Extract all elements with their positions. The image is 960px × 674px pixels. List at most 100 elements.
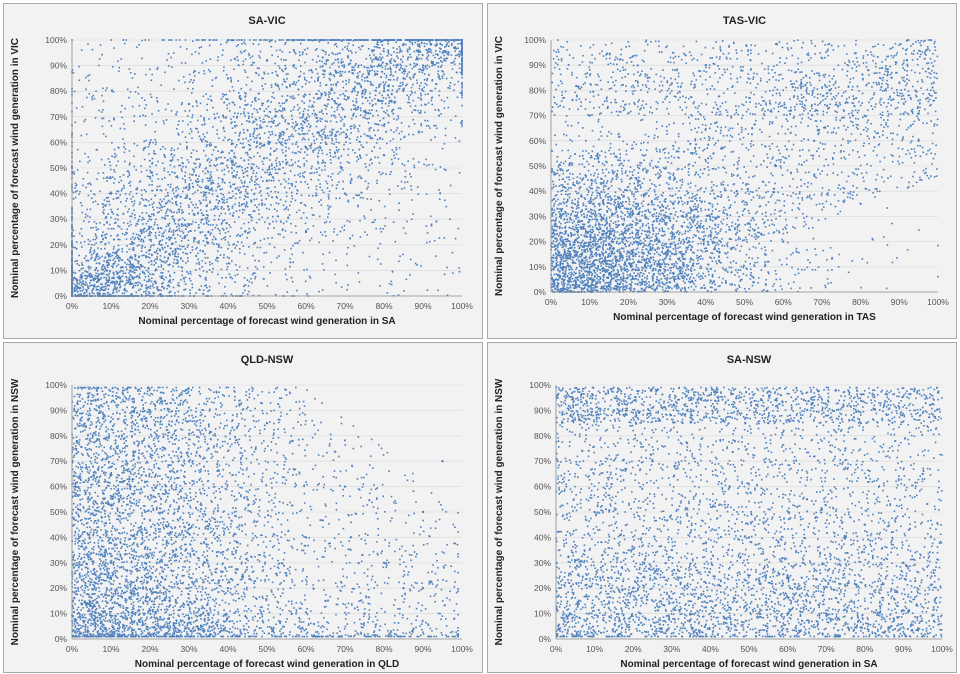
- scatter-point: [169, 209, 172, 212]
- scatter-point: [123, 151, 126, 154]
- scatter-point: [443, 143, 446, 145]
- scatter-point: [210, 176, 213, 179]
- scatter-point: [417, 109, 420, 112]
- scatter-point: [178, 134, 180, 136]
- scatter-point: [106, 180, 108, 182]
- scatter-point: [271, 54, 273, 57]
- scatter-point: [298, 59, 300, 62]
- scatter-point: [170, 39, 173, 41]
- scatter-point: [133, 155, 135, 158]
- scatter-point: [122, 280, 124, 283]
- scatter-point: [268, 116, 270, 118]
- scatter-point: [387, 51, 389, 53]
- scatter-point: [167, 214, 169, 217]
- scatter-point: [461, 96, 463, 99]
- scatter-point: [404, 70, 407, 73]
- scatter-point: [190, 230, 192, 232]
- scatter-point: [218, 116, 220, 119]
- scatter-point: [338, 149, 340, 151]
- scatter-point: [97, 172, 100, 175]
- scatter-point: [119, 238, 121, 241]
- scatter-point: [425, 125, 428, 127]
- scatter-point: [304, 222, 307, 225]
- scatter-point: [270, 126, 272, 128]
- scatter-point: [310, 178, 312, 181]
- scatter-point: [173, 271, 176, 274]
- scatter-point: [376, 182, 378, 185]
- scatter-point: [134, 282, 136, 284]
- scatter-point: [413, 164, 415, 167]
- scatter-point: [316, 93, 318, 95]
- scatter-point: [310, 144, 312, 147]
- scatter-point: [378, 86, 380, 88]
- scatter-point: [383, 84, 385, 87]
- scatter-point: [117, 271, 120, 274]
- scatter-point: [374, 72, 377, 75]
- scatter-point: [206, 204, 208, 206]
- scatter-point: [324, 165, 326, 167]
- scatter-point: [222, 127, 225, 130]
- scatter-point: [237, 189, 240, 191]
- scatter-point: [233, 169, 235, 172]
- scatter-point: [187, 239, 190, 242]
- scatter-point: [330, 89, 332, 91]
- scatter-point: [445, 50, 447, 53]
- scatter-point: [111, 155, 113, 158]
- scatter-point: [308, 129, 310, 132]
- scatter-point: [438, 94, 440, 97]
- scatter-point: [193, 70, 196, 72]
- scatter-point: [142, 271, 144, 274]
- scatter-point: [172, 188, 175, 190]
- scatter-point: [359, 236, 362, 238]
- scatter-point: [78, 264, 80, 267]
- scatter-point: [79, 202, 82, 204]
- scatter-point: [384, 102, 387, 105]
- scatter-point: [141, 270, 144, 273]
- scatter-point: [366, 80, 369, 82]
- scatter-point: [461, 120, 463, 122]
- scatter-point: [447, 106, 450, 109]
- scatter-point: [331, 173, 334, 175]
- scatter-point: [397, 185, 399, 187]
- scatter-point: [243, 209, 246, 211]
- scatter-point: [191, 182, 194, 185]
- scatter-point: [150, 219, 153, 221]
- scatter-point: [129, 263, 132, 265]
- scatter-point: [414, 39, 417, 41]
- scatter-point: [220, 207, 223, 210]
- scatter-point: [145, 256, 147, 258]
- scatter-point: [303, 163, 306, 165]
- scatter-point: [287, 72, 289, 75]
- scatter-point: [252, 294, 254, 297]
- scatter-point: [223, 168, 226, 171]
- scatter-point: [282, 134, 285, 136]
- scatter-point: [200, 219, 203, 221]
- scatter-point: [203, 223, 205, 225]
- scatter-point: [282, 151, 284, 154]
- scatter-point: [72, 198, 75, 200]
- scatter-point: [220, 223, 223, 225]
- scatter-point: [376, 40, 379, 42]
- scatter-point: [371, 221, 374, 224]
- scatter-point: [366, 69, 369, 72]
- scatter-point: [80, 228, 83, 230]
- scatter-point: [404, 135, 406, 138]
- scatter-point: [379, 119, 381, 122]
- scatter-point: [72, 72, 75, 74]
- scatter-point: [337, 130, 339, 133]
- scatter-point: [163, 278, 165, 281]
- scatter-point: [285, 150, 287, 152]
- scatter-point: [383, 125, 385, 127]
- scatter-point: [116, 288, 118, 290]
- scatter-point: [150, 215, 152, 218]
- scatter-point: [334, 102, 336, 104]
- scatter-point: [391, 89, 394, 91]
- scatter-point: [179, 195, 182, 198]
- scatter-point: [242, 185, 244, 188]
- scatter-point: [139, 282, 142, 285]
- scatter-point: [380, 57, 383, 60]
- scatter-point: [379, 65, 381, 67]
- scatter-point: [344, 136, 347, 139]
- scatter-point: [393, 118, 395, 120]
- scatter-point: [203, 70, 205, 72]
